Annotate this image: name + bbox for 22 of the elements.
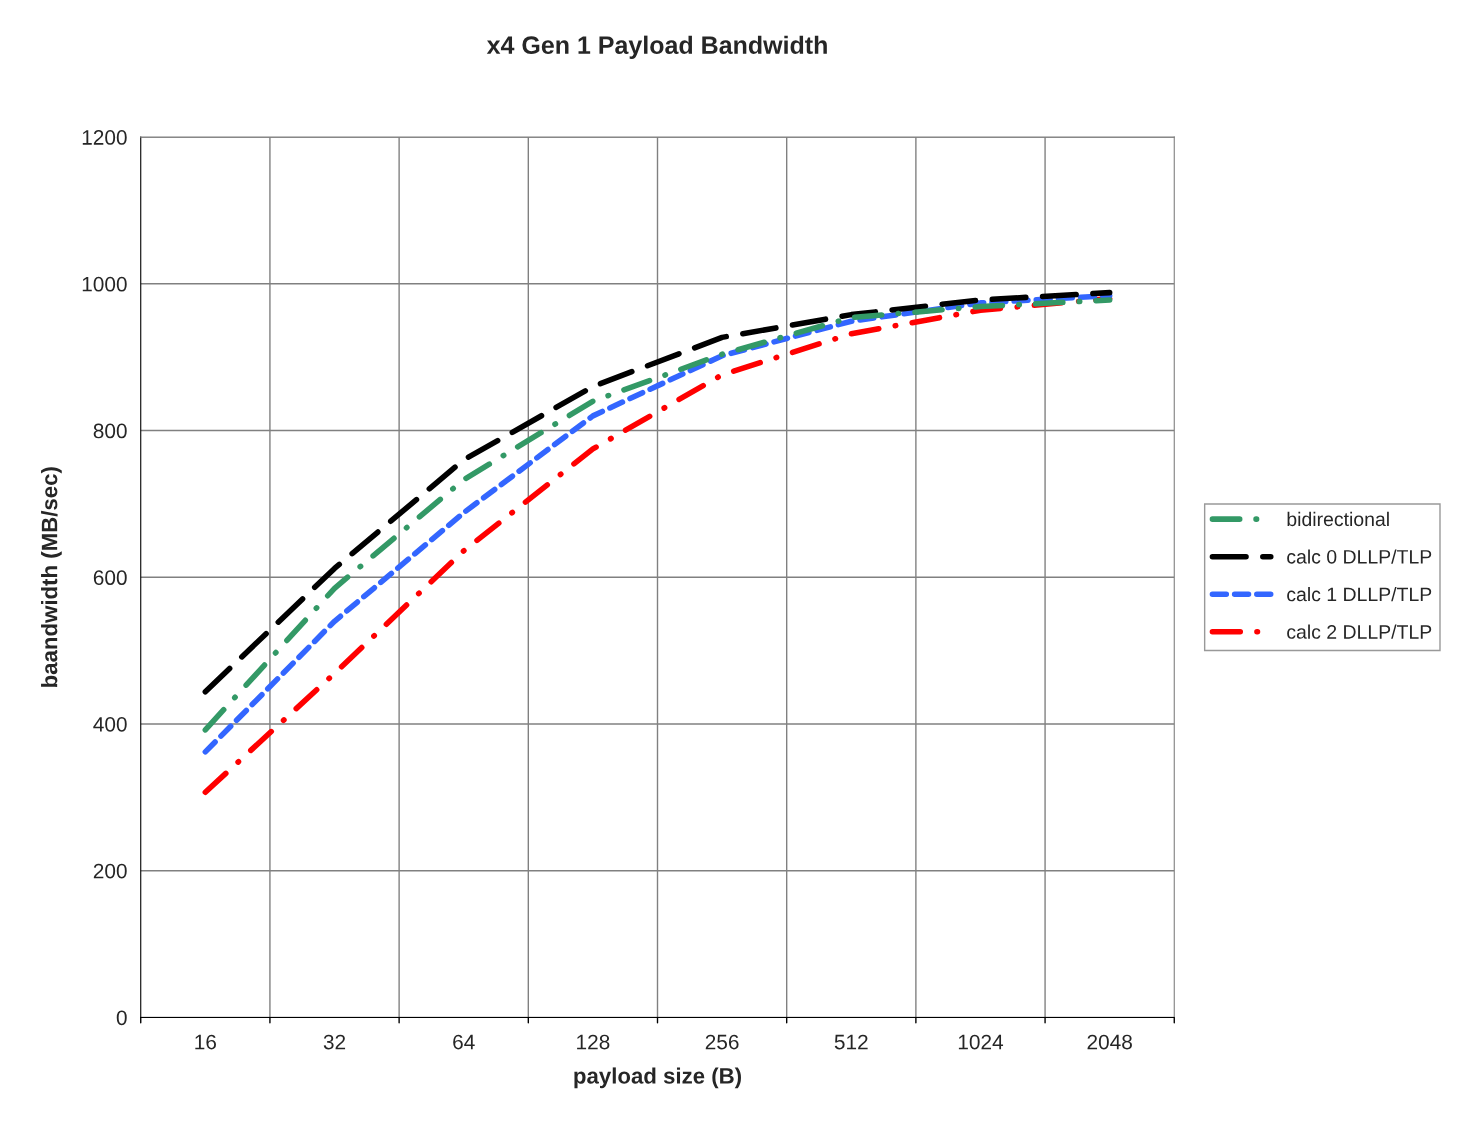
legend-label: calc 0 DLLP/TLP — [1287, 549, 1432, 564]
x-tick-label: 256 — [705, 1034, 739, 1050]
y-tick-label: 0 — [116, 1010, 127, 1026]
legend-label: calc 1 DLLP/TLP — [1287, 586, 1432, 602]
x-axis-title: payload size (B) — [574, 1067, 741, 1089]
y-tick-label: 200 — [93, 863, 127, 879]
legend-label: bidirectional — [1287, 511, 1389, 527]
y-tick-label: 1000 — [82, 276, 127, 292]
legend-label: calc 2 DLLP/TLP — [1287, 624, 1432, 639]
x-tick-label: 2048 — [1087, 1034, 1132, 1050]
x-tick-label: 16 — [195, 1034, 216, 1050]
x-tick-label: 1024 — [958, 1034, 1004, 1050]
x-tick-label: 32 — [323, 1034, 346, 1050]
x-tick-label: 64 — [453, 1034, 475, 1050]
y-tick-label: 400 — [93, 716, 127, 732]
y-tick-label: 1200 — [82, 130, 127, 145]
y-axis-title: baandwidth (MB/sec) — [41, 467, 62, 687]
x-tick-label: 128 — [577, 1034, 610, 1050]
y-tick-label: 600 — [93, 570, 127, 586]
y-tick-label: 800 — [93, 423, 127, 439]
chart-title: x4 Gen 1 Payload Bandwidth — [486, 35, 827, 59]
x-tick-label: 512 — [834, 1034, 868, 1050]
